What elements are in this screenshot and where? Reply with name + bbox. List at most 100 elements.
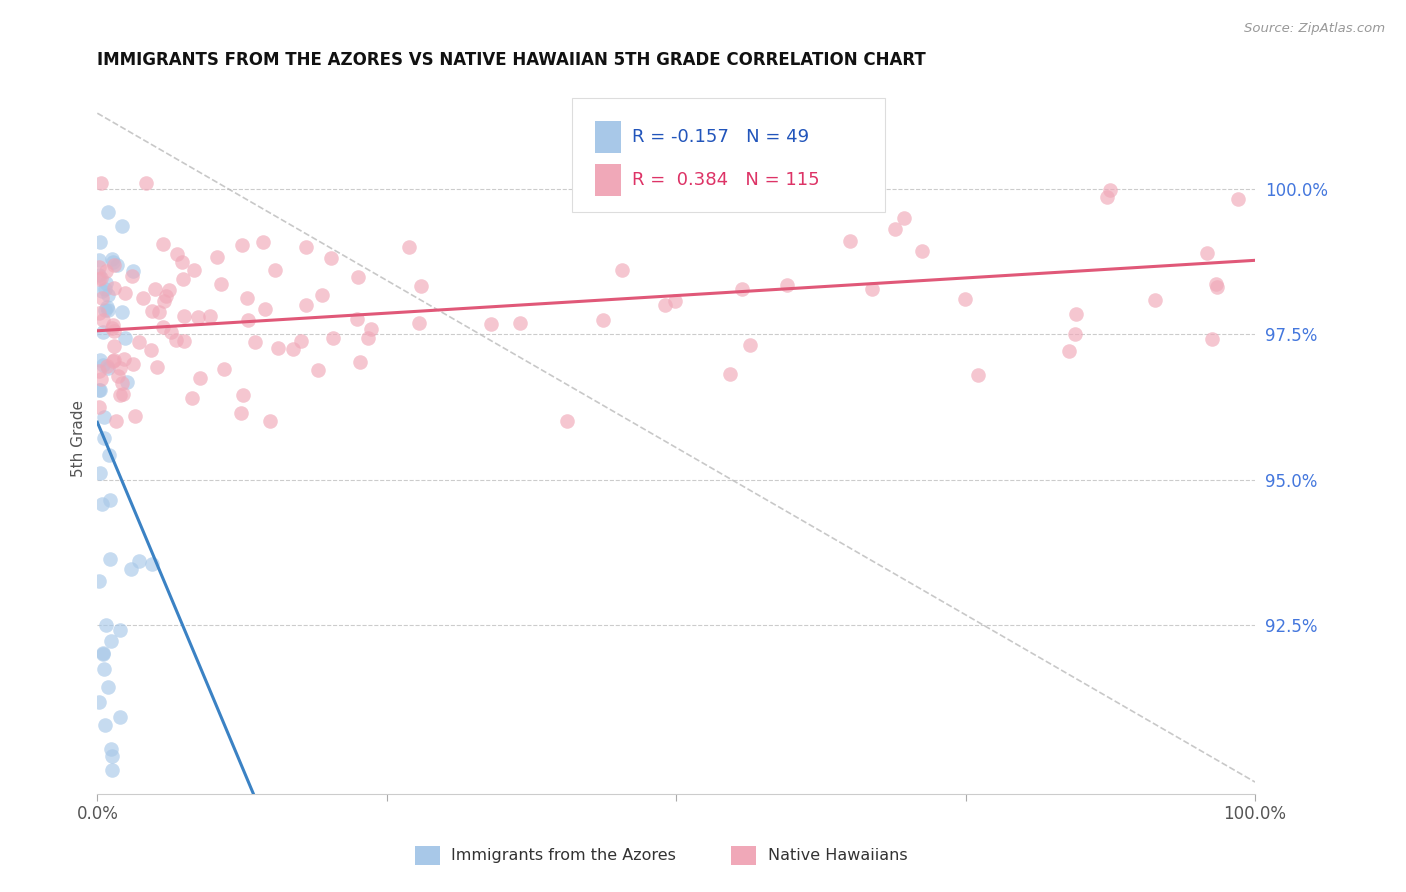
Point <box>93 662 115 676</box>
FancyBboxPatch shape <box>572 98 884 211</box>
Point <box>89 235 111 249</box>
Point <box>97 302 120 317</box>
Point <box>1059 344 1081 359</box>
Point <box>740 338 762 352</box>
Point <box>128 335 150 350</box>
Point <box>173 310 195 324</box>
Point <box>108 710 131 724</box>
Point <box>101 748 124 763</box>
Point <box>139 343 162 357</box>
Y-axis label: 5th Grade: 5th Grade <box>72 401 86 477</box>
Point <box>98 492 121 507</box>
Point <box>281 342 304 356</box>
Point <box>87 268 110 282</box>
Point <box>101 354 124 368</box>
Point <box>346 270 368 285</box>
Point <box>198 309 221 323</box>
Point <box>93 431 115 445</box>
Point <box>152 237 174 252</box>
Point <box>91 647 114 661</box>
Point <box>187 310 209 325</box>
Point <box>91 497 114 511</box>
Point <box>90 292 112 306</box>
Point <box>111 219 134 233</box>
Point <box>87 364 110 378</box>
Point <box>91 646 114 660</box>
Point <box>90 176 112 190</box>
Point <box>409 279 432 293</box>
Text: Immigrants from the Azores: Immigrants from the Azores <box>451 848 676 863</box>
Point <box>93 282 115 296</box>
Point <box>141 304 163 318</box>
Point <box>188 371 211 385</box>
Point <box>170 255 193 269</box>
Point <box>231 237 253 252</box>
Point <box>145 360 167 375</box>
Point <box>264 262 287 277</box>
Point <box>839 234 862 248</box>
Point <box>966 368 988 382</box>
Point <box>87 574 110 589</box>
Point <box>209 277 232 291</box>
Point <box>97 361 120 376</box>
Point <box>173 334 195 348</box>
Point <box>953 292 976 306</box>
Point <box>98 552 121 566</box>
Point <box>349 355 371 369</box>
Point <box>103 353 125 368</box>
Point <box>205 250 228 264</box>
Bar <box>595 164 620 196</box>
Point <box>479 317 502 331</box>
Point <box>357 331 380 345</box>
Point <box>89 383 111 397</box>
Point <box>183 263 205 277</box>
Point <box>408 317 430 331</box>
Point <box>89 467 111 481</box>
Point <box>883 222 905 236</box>
Point <box>94 264 117 278</box>
Point <box>718 367 741 381</box>
Point <box>165 333 187 347</box>
Point <box>108 388 131 402</box>
Point <box>90 284 112 298</box>
Point <box>112 386 135 401</box>
Point <box>1226 192 1249 206</box>
Point <box>236 312 259 326</box>
Point <box>509 317 531 331</box>
Point <box>100 252 122 267</box>
Point <box>121 357 143 371</box>
Point <box>132 291 155 305</box>
Point <box>108 360 131 375</box>
Point <box>100 634 122 648</box>
Text: R = -0.157   N = 49: R = -0.157 N = 49 <box>633 128 810 146</box>
Text: R =  0.384   N = 115: R = 0.384 N = 115 <box>633 171 820 189</box>
Point <box>91 325 114 339</box>
Text: Source: ZipAtlas.com: Source: ZipAtlas.com <box>1244 22 1385 36</box>
Point <box>91 359 114 373</box>
Point <box>87 383 110 397</box>
Point <box>295 240 318 254</box>
Point <box>1197 246 1219 260</box>
Point <box>98 448 121 462</box>
Point <box>97 288 120 302</box>
Point <box>266 342 288 356</box>
Point <box>103 324 125 338</box>
Point <box>105 259 128 273</box>
Point <box>103 280 125 294</box>
Point <box>100 321 122 335</box>
Point <box>155 289 177 303</box>
Point <box>143 282 166 296</box>
Point <box>910 244 932 259</box>
Point <box>103 258 125 272</box>
Point <box>108 623 131 637</box>
Point <box>93 313 115 327</box>
Point <box>124 409 146 424</box>
Point <box>893 211 915 225</box>
Point <box>128 553 150 567</box>
Point <box>115 375 138 389</box>
Point <box>731 282 754 296</box>
Point <box>160 325 183 339</box>
Point <box>775 278 797 293</box>
Point <box>96 359 118 373</box>
Point <box>172 271 194 285</box>
